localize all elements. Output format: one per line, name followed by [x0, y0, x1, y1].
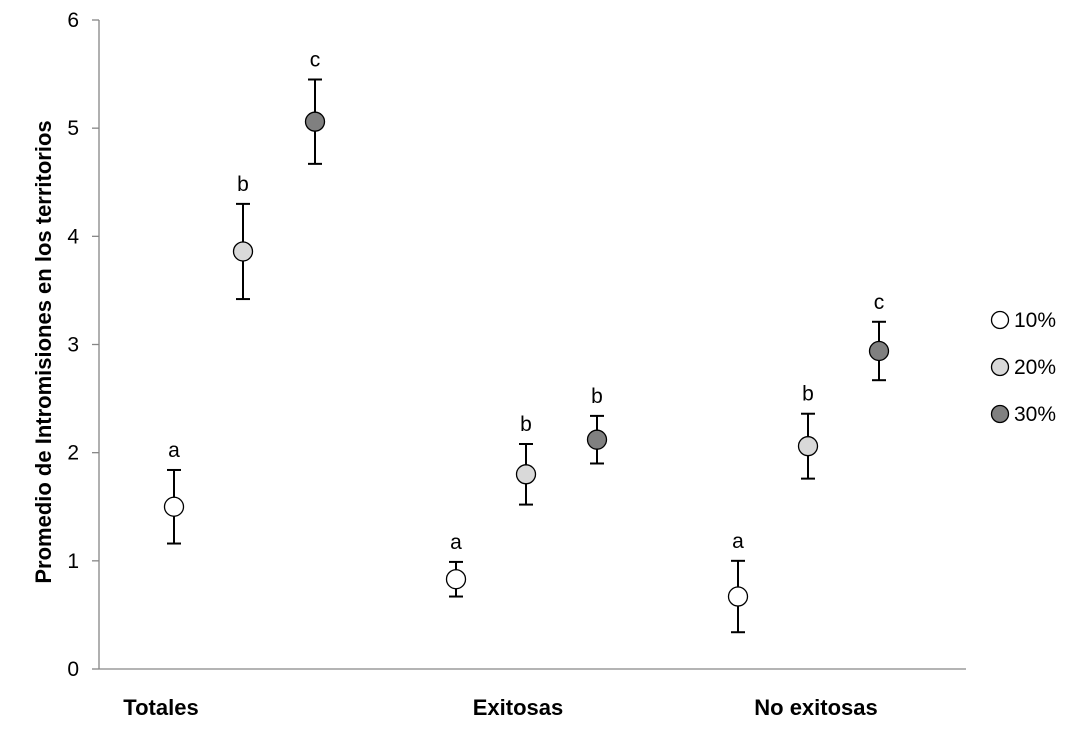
data-point — [163, 496, 185, 517]
y-tick-label: 5 — [67, 117, 79, 140]
data-point — [586, 429, 608, 450]
legend-item: 30% — [990, 403, 1056, 426]
significance-label: c — [310, 48, 321, 71]
data-point — [515, 464, 537, 485]
data-point-group: b — [586, 385, 608, 465]
data-point-group: c — [868, 291, 890, 382]
axes — [98, 20, 966, 670]
y-tick-label: 3 — [67, 334, 79, 357]
legend-marker — [990, 310, 1010, 330]
data-point-group: a — [727, 530, 749, 634]
legend-item: 20% — [990, 356, 1056, 379]
data-point-group: c — [304, 48, 326, 165]
y-tick-label: 1 — [67, 550, 79, 573]
legend-marker — [990, 404, 1010, 424]
significance-label: b — [237, 173, 249, 196]
data-point — [727, 586, 749, 607]
y-axis-title: Promedio de Intromisiones en los territo… — [31, 120, 56, 583]
data-point — [304, 111, 326, 132]
data-point — [797, 436, 819, 457]
data-point-group: a — [163, 439, 185, 545]
y-ticks: 0 1 2 3 4 5 6 — [67, 9, 99, 681]
data-point — [445, 569, 467, 590]
legend: 10% 20% 30% — [990, 309, 1056, 426]
y-tick-label: 0 — [67, 658, 79, 681]
y-tick-label: 6 — [67, 9, 79, 32]
data-point — [868, 340, 890, 362]
legend-item: 10% — [990, 309, 1056, 332]
significance-label: a — [168, 439, 180, 462]
category-labels: Totales Exitosas No exitosas — [123, 695, 877, 720]
significance-label: a — [732, 530, 744, 553]
legend-label: 20% — [1014, 356, 1056, 379]
data-point — [232, 241, 254, 262]
data-point-group: b — [797, 383, 819, 480]
significance-label: b — [591, 385, 603, 408]
data-marks: a a a b b b c b c — [163, 48, 890, 634]
category-label: Exitosas — [473, 695, 564, 720]
data-point-group: b — [515, 413, 537, 506]
legend-marker — [990, 357, 1010, 377]
category-label: No exitosas — [754, 695, 878, 720]
y-tick-label: 2 — [67, 442, 79, 465]
significance-label: a — [450, 531, 462, 554]
legend-label: 10% — [1014, 309, 1056, 332]
y-tick-label: 4 — [67, 225, 79, 248]
significance-label: c — [874, 291, 885, 314]
significance-label: b — [802, 383, 814, 406]
category-label: Totales — [123, 695, 198, 720]
data-point-group: a — [445, 531, 467, 598]
data-point-group: b — [232, 173, 254, 301]
legend-label: 30% — [1014, 403, 1056, 426]
significance-label: b — [520, 413, 532, 436]
